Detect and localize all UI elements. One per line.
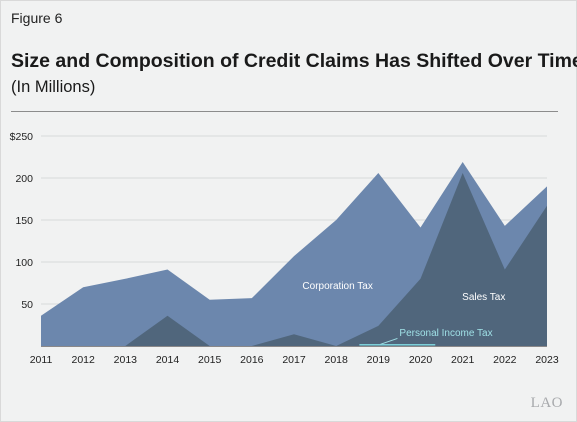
sales-tax-label: Sales Tax [462,292,505,303]
chart-areas [41,162,547,346]
x-tick-label: 2014 [156,354,180,366]
x-tick-label: 2018 [324,354,348,366]
x-tick-label: 2011 [30,354,53,366]
chart-labels: 2011 2012 2013 2014 2015 2016 2017 2018 2019 2020… [30,281,559,366]
y-tick-label: 150 [15,215,33,227]
figure-label: Figure 6 [11,10,63,26]
x-tick-label: 2015 [198,354,222,366]
corporation-tax-label: Corporation Tax [302,281,372,292]
x-tick-label: 2019 [367,354,391,366]
x-tick-label: 2017 [282,354,306,366]
y-tick-label: 200 [15,173,33,185]
y-tick-label: $250 [10,131,34,143]
x-tick-label: 2021 [451,354,475,366]
x-tick-label: 2020 [409,354,433,366]
personal-income-tax-label: Personal Income Tax [399,328,492,339]
x-tick-label: 2023 [535,354,559,366]
y-tick-label: 100 [15,257,33,269]
x-tick-label: 2013 [114,354,138,366]
lao-logo: LAO [530,395,563,411]
title-divider [11,111,558,112]
personal-income-tax-leader [380,337,398,345]
x-tick-label: 2016 [240,354,264,366]
x-tick-label: 2022 [493,354,517,366]
chart-title: Size and Composition of Credit Claims Ha… [11,50,577,72]
y-tick-label: 50 [21,299,33,311]
sales-tax-area [41,172,547,346]
chart-subtitle: (In Millions) [11,78,96,96]
x-tick-label: 2012 [71,354,95,366]
